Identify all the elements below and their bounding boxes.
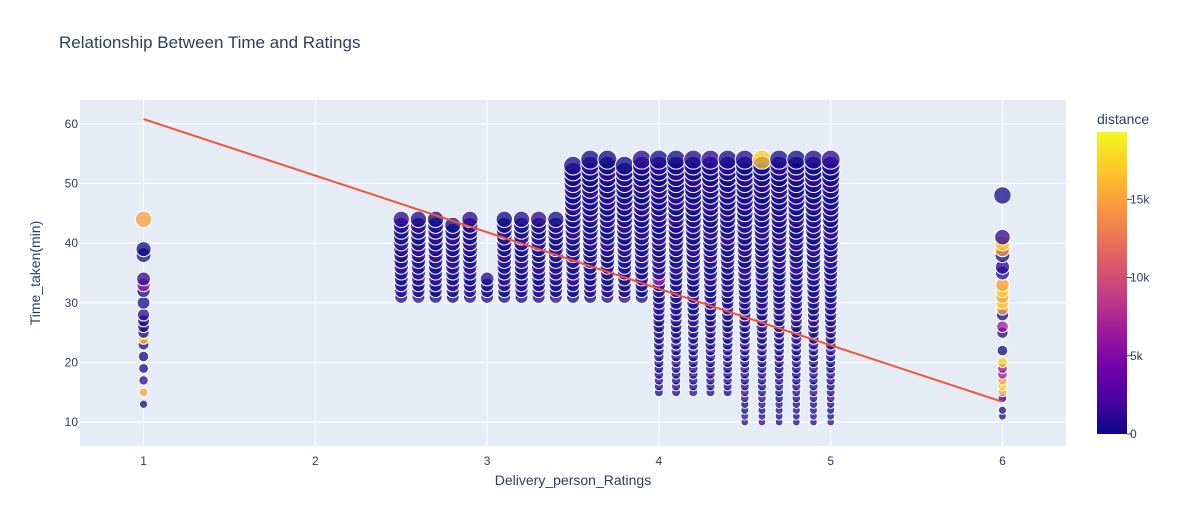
data-point	[734, 149, 755, 170]
y-tick-label: 60	[65, 117, 79, 131]
data-point	[495, 210, 513, 229]
data-point	[426, 210, 445, 229]
data-point	[529, 210, 548, 229]
colorbar-tick-label: 0	[1130, 427, 1137, 441]
data-point	[996, 356, 1009, 369]
data-point	[547, 210, 565, 229]
x-tick-label: 1	[140, 454, 147, 468]
data-point	[648, 149, 669, 170]
data-point	[996, 344, 1009, 357]
data-point	[994, 228, 1011, 246]
data-point	[700, 149, 721, 170]
y-axis-title: Time_taken(min)	[27, 221, 43, 326]
data-point	[137, 350, 150, 363]
trend-layer	[143, 118, 1003, 403]
data-point	[803, 149, 824, 170]
chart-title: Relationship Between Time and Ratings	[59, 33, 361, 52]
data-point	[666, 149, 687, 170]
data-point	[138, 375, 149, 386]
data-point	[138, 387, 149, 398]
data-point	[597, 149, 618, 170]
ticks-layer: 1 2 3 4 5 6 10 20 30 40 50 60	[65, 117, 1006, 468]
x-tick-label: 3	[484, 454, 491, 468]
data-point	[392, 210, 410, 229]
data-point	[409, 210, 428, 229]
colorbar-tick-label: 15k	[1130, 192, 1150, 206]
data-point	[631, 149, 652, 170]
colorbar-gradient	[1097, 132, 1127, 434]
data-point	[136, 308, 151, 322]
y-tick-label: 30	[65, 296, 79, 310]
data-point	[786, 149, 807, 170]
data-point	[614, 155, 635, 176]
x-tick-label: 2	[312, 454, 319, 468]
data-point	[136, 295, 151, 310]
data-point	[997, 405, 1007, 415]
data-point	[563, 155, 583, 176]
y-tick-label: 10	[65, 415, 79, 429]
data-point	[512, 210, 531, 229]
data-point	[479, 271, 495, 287]
data-point	[996, 320, 1009, 334]
data-point	[136, 271, 151, 287]
data-point	[135, 241, 152, 258]
x-axis-title: Delivery_person_Ratings	[495, 472, 651, 488]
y-tick-label: 50	[65, 177, 79, 191]
data-point	[683, 149, 704, 170]
x-tick-label: 4	[656, 454, 663, 468]
data-point	[993, 186, 1012, 205]
data-point	[769, 149, 790, 170]
data-point	[138, 399, 149, 409]
colorbar: distance 0 5k 10k 15k	[1097, 111, 1150, 441]
data-point	[820, 149, 841, 170]
x-tick-label: 6	[999, 454, 1006, 468]
data-point	[138, 362, 150, 374]
y-tick-label: 40	[65, 236, 79, 250]
data-point	[134, 210, 153, 229]
data-point	[717, 149, 738, 170]
trendline	[143, 118, 1003, 403]
x-tick-label: 5	[827, 454, 834, 468]
colorbar-tick-label: 10k	[1130, 271, 1150, 285]
data-point	[580, 149, 601, 170]
y-tick-label: 20	[65, 355, 79, 369]
colorbar-tick-label: 5k	[1130, 349, 1144, 363]
data-point	[751, 149, 772, 170]
colorbar-title: distance	[1097, 111, 1149, 127]
